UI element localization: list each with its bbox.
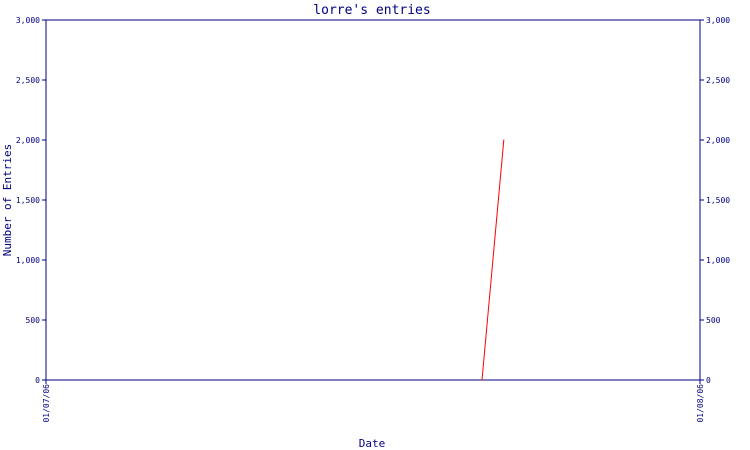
- y-tick-label-right: 1,000: [706, 256, 730, 265]
- y-tick-label-right: 1,500: [706, 196, 730, 205]
- y-tick-label-left: 0: [35, 376, 40, 385]
- y-tick-label-left: 2,000: [16, 136, 40, 145]
- y-tick-label-left: 2,500: [16, 76, 40, 85]
- x-tick-label: 01/07/06: [42, 384, 51, 423]
- y-tick-label-left: 500: [26, 316, 41, 325]
- series-group: [481, 139, 505, 381]
- chart-title: lorre's entries: [313, 3, 430, 18]
- y-tick-label-left: 1,000: [16, 256, 40, 265]
- y-axis: 0 0 500 500 1,000 1,000 1,500 1,500 2,000 2,000 2,…: [16, 16, 730, 385]
- y-tick-label-right: 3,000: [706, 16, 730, 25]
- data-point: [503, 139, 505, 141]
- y-axis-label: Number of Entries: [1, 144, 14, 257]
- y-tick-label-right: 2,500: [706, 76, 730, 85]
- y-tick-label-right: 0: [706, 376, 711, 385]
- data-point: [481, 379, 483, 381]
- y-tick-label-right: 500: [706, 316, 721, 325]
- y-tick-label-right: 2,000: [706, 136, 730, 145]
- series-line: [481, 139, 505, 381]
- x-axis: 01/07/06 01/08/06: [42, 380, 705, 423]
- y-tick-label-left: 1,500: [16, 196, 40, 205]
- x-axis-label: Date: [359, 437, 386, 450]
- x-tick-label: 01/08/06: [696, 384, 705, 423]
- y-tick-label-left: 3,000: [16, 16, 40, 25]
- plot-area-frame: [45, 19, 701, 381]
